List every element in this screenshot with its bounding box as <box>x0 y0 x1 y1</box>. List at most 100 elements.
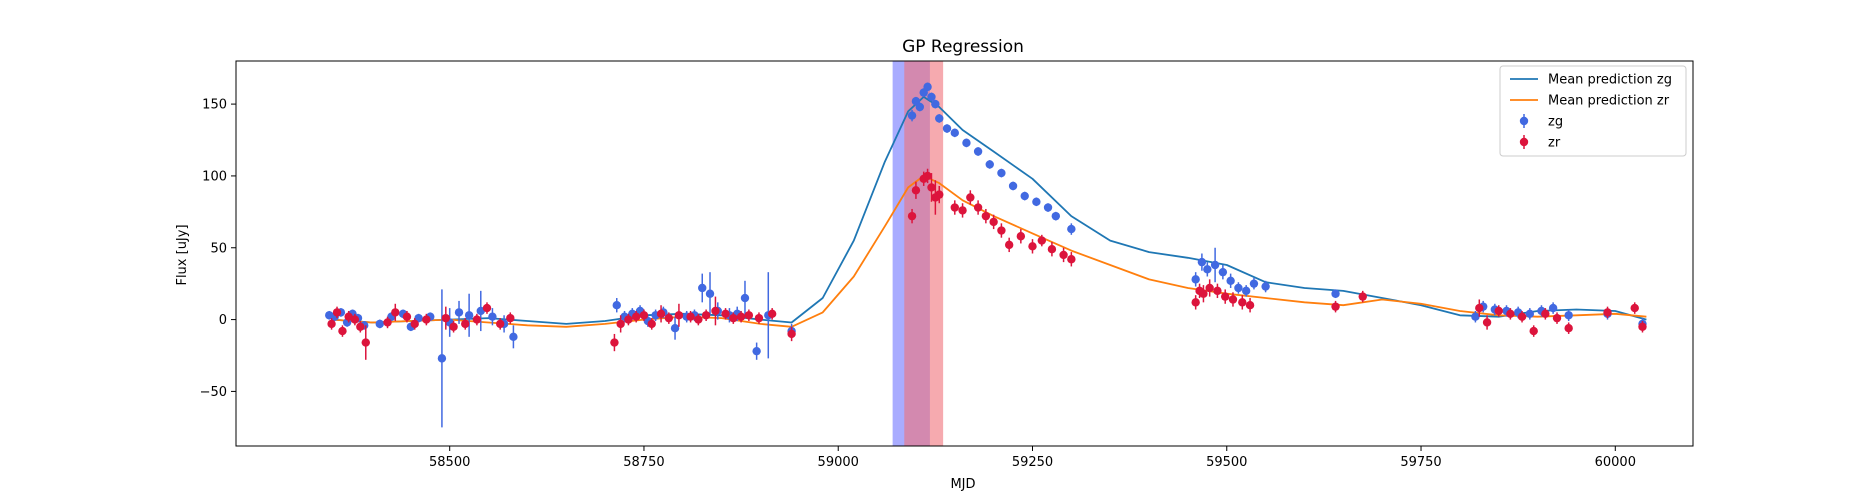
point-zr <box>1529 326 1538 336</box>
point-zg <box>1331 289 1340 298</box>
point-zr <box>711 306 720 316</box>
legend-box <box>1499 65 1687 157</box>
point-zg <box>923 82 932 92</box>
point-zr <box>327 319 336 329</box>
legend-marker-zr <box>1519 137 1529 147</box>
point-zr <box>701 311 711 320</box>
point-zr <box>911 186 921 195</box>
point-zr <box>506 313 515 323</box>
legend-label: zr <box>1548 136 1561 151</box>
point-zr <box>907 211 917 221</box>
point-zg <box>1191 275 1200 284</box>
point-zr <box>361 338 370 347</box>
point-zr <box>656 309 666 319</box>
series-zg <box>325 82 1647 428</box>
point-zg <box>1261 282 1270 291</box>
point-zr <box>1482 318 1492 327</box>
point-zr <box>1506 309 1515 319</box>
y-axis-label: Flux [uJy] <box>175 224 190 285</box>
legend-label: Mean prediction zg <box>1548 73 1672 88</box>
point-zr <box>350 315 360 324</box>
series-zr <box>327 168 1647 360</box>
point-zr <box>391 308 400 317</box>
chart-title: GP Regression <box>902 37 1024 57</box>
point-zg <box>1067 224 1076 234</box>
point-zg <box>997 168 1006 178</box>
point-zg <box>1008 181 1018 191</box>
point-zg <box>1051 211 1061 221</box>
point-zr <box>356 322 365 331</box>
point-zr <box>1205 283 1214 293</box>
legend: Mean prediction zg Mean prediction zr zg zr <box>1499 65 1687 157</box>
point-zg <box>375 319 384 329</box>
line-mean-prediction-zg <box>333 96 1647 325</box>
point-zr <box>1199 289 1208 298</box>
shaded-region-zr <box>904 61 944 446</box>
legend-marker-zg <box>1519 116 1529 126</box>
point-zg <box>935 114 944 123</box>
point-zr <box>410 319 419 329</box>
x-tick-label: 59000 <box>818 455 859 470</box>
point-zr <box>973 203 983 212</box>
data-points <box>325 82 1647 428</box>
point-zg <box>752 346 761 356</box>
prediction-lines <box>333 96 1647 328</box>
point-zg <box>907 111 917 120</box>
point-zr <box>1238 298 1247 307</box>
point-zr <box>1059 250 1068 260</box>
point-zr <box>1213 286 1222 296</box>
point-zg <box>942 124 952 133</box>
point-zg <box>740 293 750 303</box>
legend-label: Mean prediction zr <box>1548 94 1670 109</box>
point-zr <box>1603 308 1612 317</box>
point-zg <box>1564 311 1573 320</box>
point-zg <box>509 332 518 342</box>
point-zr <box>1067 255 1076 264</box>
point-zr <box>449 322 458 331</box>
point-zr <box>402 312 412 321</box>
point-zr <box>1517 312 1527 321</box>
point-zg <box>973 147 983 156</box>
point-zg <box>1226 276 1235 285</box>
point-zr <box>1331 302 1340 311</box>
point-zr <box>927 183 936 192</box>
point-zr <box>624 315 633 324</box>
point-zr <box>923 171 932 181</box>
point-zr <box>935 190 944 199</box>
point-zg <box>1471 312 1480 321</box>
point-zr <box>383 318 392 327</box>
point-zr <box>1221 292 1230 301</box>
point-zr <box>1228 295 1238 304</box>
point-zr <box>1552 313 1562 323</box>
point-zr <box>736 312 746 321</box>
point-zg <box>985 160 994 169</box>
point-zr <box>338 326 347 336</box>
point-zr <box>664 313 674 323</box>
point-zg <box>698 283 707 293</box>
y-tick-label: 150 <box>202 98 227 113</box>
x-tick-label: 58500 <box>429 455 470 470</box>
point-zr <box>461 319 470 329</box>
point-zr <box>472 315 482 324</box>
point-zg <box>915 102 925 112</box>
point-zg <box>1210 260 1220 270</box>
point-zr <box>616 319 625 329</box>
point-zr <box>1630 303 1639 313</box>
point-zr <box>729 313 738 323</box>
point-zr <box>1004 240 1014 250</box>
x-tick-label: 59750 <box>1400 455 1441 470</box>
point-zg <box>1241 286 1251 296</box>
point-zr <box>422 315 431 324</box>
point-zr <box>1494 306 1503 316</box>
point-zr <box>744 311 754 320</box>
point-zg <box>488 312 497 321</box>
point-zr <box>1037 236 1047 245</box>
point-zr <box>482 303 492 313</box>
x-axis-label: MJD <box>950 477 975 492</box>
point-zr <box>674 311 684 320</box>
point-zr <box>1028 242 1037 251</box>
point-zg <box>1020 191 1029 201</box>
point-zr <box>1564 324 1573 333</box>
x-tick-label: 58750 <box>623 455 664 470</box>
